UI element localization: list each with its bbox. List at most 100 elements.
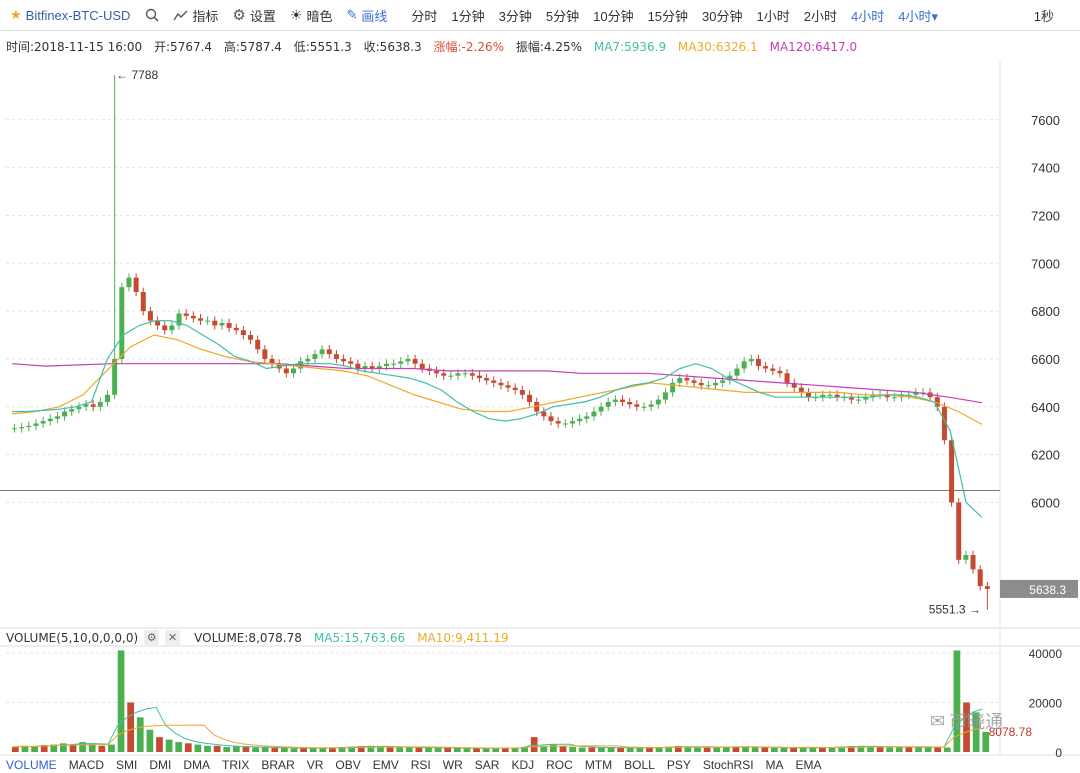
- volume-bar: [242, 747, 250, 752]
- tab-psy[interactable]: PSY: [666, 758, 691, 772]
- tab-ma[interactable]: MA: [765, 758, 784, 772]
- volume-bar: [646, 747, 653, 752]
- volume-bar: [559, 746, 567, 752]
- tab-kdj[interactable]: KDJ: [511, 758, 535, 772]
- volume-bar: [396, 747, 404, 752]
- candle-body: [913, 392, 919, 395]
- volume-bar: [828, 747, 836, 752]
- volume-tick-label: 20000: [1029, 696, 1063, 710]
- y-tick-label: 6600: [1031, 352, 1060, 367]
- interval-15m[interactable]: 15分钟: [647, 8, 689, 24]
- interval-timeline[interactable]: 分时: [411, 8, 438, 24]
- interval-1m[interactable]: 1分钟: [451, 8, 485, 24]
- tab-sar[interactable]: SAR: [474, 758, 500, 772]
- tab-boll[interactable]: BOLL: [624, 758, 655, 772]
- tab-smi[interactable]: SMI: [116, 758, 138, 772]
- tab-roc[interactable]: ROC: [546, 758, 573, 772]
- search-button[interactable]: [138, 4, 166, 26]
- volume-bar: [156, 737, 163, 752]
- tab-vr[interactable]: VR: [306, 758, 324, 772]
- candle-body: [734, 368, 740, 376]
- candle-body: [233, 327, 239, 331]
- candle-body: [891, 397, 897, 399]
- candle-body: [956, 502, 962, 560]
- volume-ma10: MA10:9,411.19: [417, 630, 509, 645]
- interval-4h[interactable]: 4小时: [850, 8, 885, 24]
- volume-bar: [963, 702, 970, 752]
- volume-bar: [309, 748, 317, 752]
- max-price-label: ← 7788: [116, 68, 158, 82]
- candle-body: [376, 366, 382, 369]
- volume-bar: [79, 742, 86, 752]
- ma7-line: [12, 320, 983, 518]
- tab-mtm[interactable]: MTM: [584, 758, 613, 772]
- volume-bar: [127, 702, 135, 752]
- candle-body: [484, 378, 490, 381]
- volume-bar: [607, 747, 615, 752]
- candle-body: [727, 375, 733, 381]
- candle-body: [598, 406, 604, 412]
- draw-button[interactable]: ✎ 画线: [339, 4, 394, 26]
- tab-obv[interactable]: OBV: [335, 758, 361, 772]
- candle-body: [491, 380, 497, 383]
- volume-bar: [598, 747, 605, 752]
- indicator-button[interactable]: 指标: [166, 4, 225, 26]
- candle-body: [97, 401, 103, 407]
- interval-1h[interactable]: 1小时: [756, 8, 790, 24]
- candle-body: [312, 354, 318, 359]
- interval-4h-dropdown[interactable]: 4小时▾: [898, 8, 938, 24]
- ma120-line: [11, 363, 983, 404]
- candle-body: [283, 368, 289, 374]
- tab-macd[interactable]: MACD: [68, 758, 105, 772]
- tab-emv[interactable]: EMV: [372, 758, 399, 772]
- dark-mode-button[interactable]: ☀ 暗色: [283, 4, 340, 26]
- close-icon[interactable]: ✕: [165, 630, 181, 645]
- star-icon[interactable]: ★: [10, 7, 22, 22]
- interval-30m[interactable]: 30分钟: [702, 8, 743, 24]
- refresh-interval[interactable]: 1秒: [1033, 9, 1054, 24]
- volume-bar: [684, 746, 692, 752]
- tab-trix[interactable]: TRIX: [222, 758, 250, 772]
- interval-10m[interactable]: 10分钟: [593, 8, 634, 24]
- candle-body: [69, 409, 75, 412]
- tab-dmi[interactable]: DMI: [149, 758, 172, 772]
- volume-bar: [799, 747, 807, 752]
- interval-3m[interactable]: 3分钟: [498, 8, 532, 24]
- candle-body: [705, 385, 711, 387]
- candle-body: [820, 394, 826, 398]
- settings-button[interactable]: ⚙ 设置: [225, 4, 282, 26]
- volume-value: VOLUME:8,078.78: [194, 630, 302, 645]
- interval-2h[interactable]: 2小时: [803, 8, 837, 24]
- candle-body: [262, 349, 268, 359]
- candle-body: [591, 411, 597, 417]
- gear-icon[interactable]: ⚙: [144, 630, 160, 645]
- volume-bar: [223, 747, 231, 752]
- volume-bar: [434, 747, 442, 752]
- candle-body: [476, 375, 482, 379]
- interval-5m[interactable]: 5分钟: [545, 8, 580, 24]
- symbol-selector[interactable]: ★ Bitfinex-BTC-USD: [0, 7, 138, 23]
- tab-wr[interactable]: WR: [442, 758, 463, 772]
- tab-volume[interactable]: VOLUME: [6, 758, 57, 772]
- tab-dma[interactable]: DMA: [183, 758, 211, 772]
- y-tick-label: 6400: [1031, 400, 1060, 415]
- volume-bar: [184, 743, 192, 752]
- volume-bar: [588, 747, 596, 752]
- candle-body: [834, 394, 840, 398]
- volume-bar: [473, 748, 480, 752]
- candle-body: [391, 363, 397, 365]
- tab-ema[interactable]: EMA: [795, 758, 822, 772]
- tab-brar[interactable]: BRAR: [261, 758, 295, 772]
- volume-bar: [943, 747, 951, 752]
- candle-body: [605, 401, 611, 407]
- tab-stochrsi[interactable]: StochRSI: [702, 758, 754, 772]
- candle-body: [333, 354, 339, 359]
- tab-rsi[interactable]: RSI: [410, 758, 431, 772]
- candle-body: [984, 586, 990, 589]
- y-tick-label: 7200: [1031, 208, 1060, 223]
- volume-bar: [405, 747, 413, 752]
- candle-body: [40, 421, 46, 424]
- candle-body: [612, 399, 618, 402]
- volume-bar: [252, 747, 259, 752]
